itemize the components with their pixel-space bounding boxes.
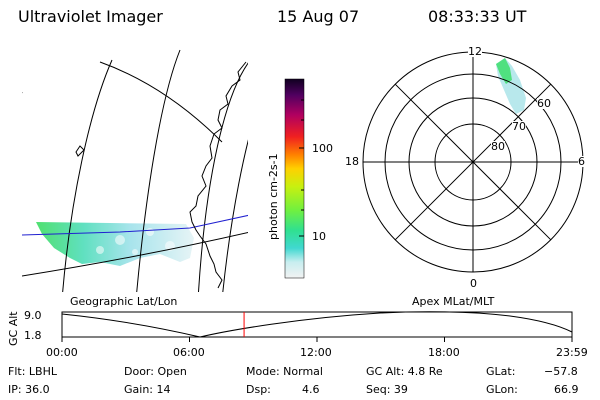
lat-60-label: 60 — [537, 97, 551, 110]
colorbar-tick-10: 10 — [312, 230, 326, 243]
timeline-y-bottom: 1.8 — [24, 329, 42, 342]
lat-80-label: 80 — [491, 140, 505, 153]
ip-status: IP: 36.0 — [8, 383, 50, 396]
gain-status: Gain: 14 — [124, 383, 171, 396]
colorbar-unit-label: photon cm-2s-1 — [267, 153, 280, 240]
coastline — [189, 61, 247, 289]
altitude-curve — [61, 311, 573, 338]
glat-value: −57.8 — [544, 365, 578, 378]
date-label: 15 Aug 07 — [277, 7, 360, 26]
timeline-tick: 23:59 — [556, 346, 588, 359]
timeline-tick: 06:00 — [173, 346, 205, 359]
geographic-caption: Geographic Lat/Lon — [70, 295, 178, 308]
polar-plot — [362, 51, 584, 273]
timeline-y-top: 9.0 — [24, 309, 42, 322]
time-label: 08:33:33 UT — [428, 7, 527, 26]
dsp-label: Dsp: — [246, 383, 271, 396]
mlt-12-label: 12 — [468, 45, 482, 58]
instrument-title: Ultraviolet Imager — [18, 7, 163, 26]
altitude-timeline — [61, 311, 573, 342]
timeline-tick: 18:00 — [428, 346, 460, 359]
seq-status: Seq: 39 — [366, 383, 408, 396]
mlt-18-label: 18 — [345, 155, 359, 168]
geographic-map — [22, 49, 248, 292]
gc-alt-status: GC Alt: 4.8 Re — [366, 365, 443, 378]
colorbar-tick-100: 100 — [312, 142, 333, 155]
mlt-6-label: 6 — [578, 155, 585, 168]
meridian-lines — [22, 49, 248, 292]
apex-caption: Apex MLat/MLT — [412, 295, 495, 308]
glon-label: GLon: — [486, 383, 518, 396]
filter-status: Flt: LBHL — [8, 365, 57, 378]
mlt-0-label: 0 — [470, 277, 477, 290]
door-status: Door: Open — [124, 365, 187, 378]
timeline-tick: 00:00 — [46, 346, 78, 359]
color-scale-bar — [284, 78, 305, 279]
dsp-value: 4.6 — [302, 383, 320, 396]
equator-line — [22, 214, 248, 236]
lat-70-label: 70 — [512, 120, 526, 133]
glon-value: 66.9 — [554, 383, 579, 396]
mode-status: Mode: Normal — [246, 365, 323, 378]
timeline-axis-label: GC Alt — [7, 311, 20, 346]
glat-label: GLat: — [486, 365, 516, 378]
timeline-tick: 12:00 — [300, 346, 332, 359]
